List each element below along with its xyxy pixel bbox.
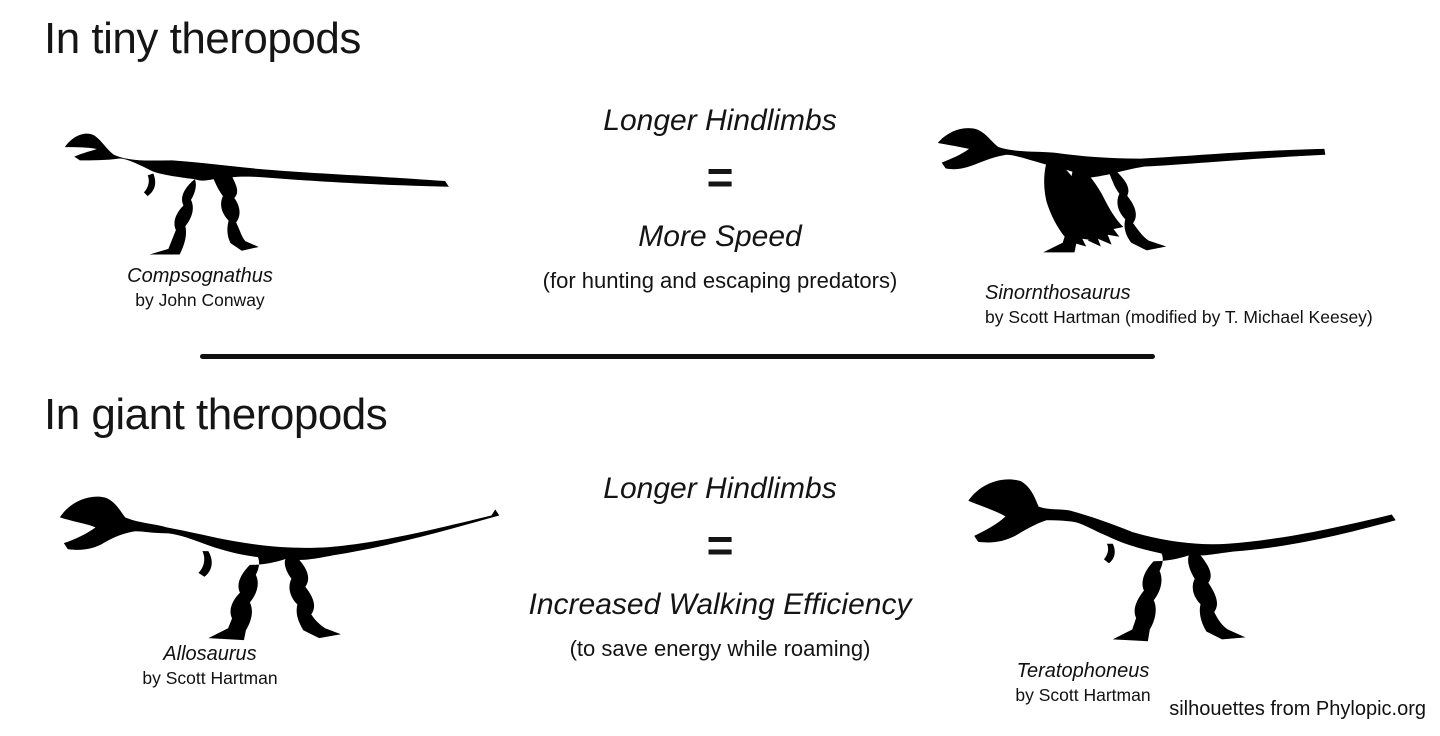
sinornthosaurus-silhouette	[930, 98, 1340, 274]
equation-tiny: Longer Hindlimbs = More Speed (for hunti…	[515, 104, 925, 294]
caption-teratophoneus: Teratophoneus by Scott Hartman	[978, 658, 1188, 707]
teratophoneus-silhouette	[952, 452, 1412, 652]
caption-compsognathus: Compsognathus by John Conway	[95, 263, 305, 312]
equation-line2: Increased Walking Efficiency	[528, 588, 912, 621]
phylopic-credit: silhouettes from Phylopic.org	[1169, 698, 1426, 720]
compsognathus-icon	[64, 133, 449, 255]
species-name: Teratophoneus	[1016, 660, 1150, 682]
equation-note: (for hunting and escaping predators)	[542, 268, 898, 293]
species-credit: by Scott Hartman (modified by T. Michael…	[985, 307, 1373, 327]
teratophoneus-icon	[968, 479, 1396, 642]
allosaurus-silhouette	[48, 462, 523, 655]
section-title-tiny: In tiny theropods	[44, 14, 361, 63]
species-name: Sinornthosaurus	[985, 282, 1131, 304]
equals-sign: =	[706, 519, 734, 571]
species-credit: by John Conway	[135, 290, 265, 310]
equation-giant: Longer Hindlimbs = Increased Walking Eff…	[495, 472, 945, 662]
equation-line2: More Speed	[638, 220, 802, 253]
compsognathus-silhouette	[55, 102, 470, 262]
species-credit: by Scott Hartman	[142, 668, 278, 688]
equation-line1: Longer Hindlimbs	[603, 472, 837, 505]
caption-sinornthosaurus: Sinornthosaurus by Scott Hartman (modifi…	[985, 280, 1430, 329]
equals-sign: =	[706, 151, 734, 203]
equation-line1: Longer Hindlimbs	[603, 104, 837, 137]
section-divider	[200, 354, 1155, 359]
equation-note: (to save energy while roaming)	[569, 636, 871, 661]
caption-allosaurus: Allosaurus by Scott Hartman	[105, 641, 315, 690]
species-name: Compsognathus	[127, 265, 273, 287]
allosaurus-icon	[59, 496, 500, 641]
sinornthosaurus-icon	[937, 128, 1326, 253]
species-name: Allosaurus	[163, 643, 257, 665]
species-credit: by Scott Hartman	[1015, 685, 1151, 705]
section-title-giant: In giant theropods	[44, 390, 388, 439]
